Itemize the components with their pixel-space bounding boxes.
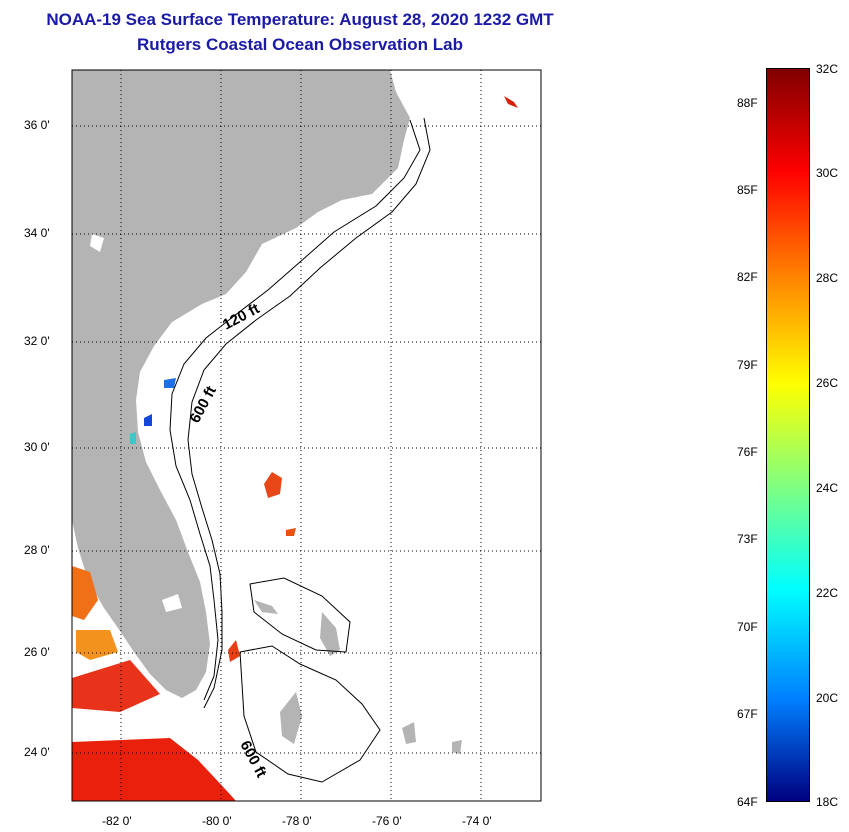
isobath-bahamas [239,645,381,783]
lat-label-26: 26 0' [24,645,50,659]
colorbar-f-67: 67F [737,707,758,721]
isobath-600ft [187,117,431,709]
land-mainland [72,70,410,698]
colorbar-c-32: 32C [816,62,839,76]
lon-label-78: -78 0' [282,814,312,828]
colorbar-c-24: 24C [816,481,839,495]
lon-label-82: -82 0' [102,814,132,828]
sst-patch-cool-3 [130,432,136,444]
colorbar-c-26: 26C [816,376,839,390]
colorbar-f-70: 70F [737,620,758,634]
colorbar-f-64: 64F [737,795,758,809]
land-bahamas-andros [280,692,302,744]
colorbar-c-20: 20C [816,691,839,705]
map-subtitle: Rutgers Coastal Ocean Observation Lab [137,35,463,54]
sst-patch-atlantic-1 [264,472,282,498]
lat-label-36: 36 0' [24,118,50,132]
land-bahamas-abaco [320,612,340,656]
isobath-label-120ft: 120 ft [220,300,263,333]
sst-patch-gulf-west [76,630,118,660]
sst-patch-atlantic-3 [286,528,296,536]
colorbar [766,68,810,802]
lat-label-30: 30 0' [24,440,50,454]
lon-label-76: -76 0' [372,814,402,828]
colorbar-c-30: 30C [816,166,839,180]
isobath-bahamas-north [249,577,351,653]
colorbar-f-82: 82F [737,270,758,284]
sst-patch-gulf-north [72,566,98,620]
sst-patch-gulf-mid [72,660,160,712]
cloud-hole-2 [90,234,104,252]
land-bahamas-grand [254,600,278,614]
colorbar-c-22: 22C [816,586,839,600]
isobath-label-600ft-bahamas: 600 ft [236,738,269,781]
map-frame [71,69,542,802]
colorbar-f-73: 73F [737,532,758,546]
colorbar-f-85: 85F [737,183,758,197]
sst-patch-gulf-south [72,738,236,801]
colorbar-f-88: 88F [737,96,758,110]
lat-label-34: 34 0' [24,226,50,240]
sst-patch-north [504,96,518,108]
sst-patch-cool-2 [144,414,152,426]
colorbar-c-28: 28C [816,271,839,285]
land-bahamas-eleuthera [402,722,416,744]
lat-label-32: 32 0' [24,334,50,348]
sst-patch-cool-1 [164,378,176,388]
lon-label-74: -74 0' [462,814,492,828]
colorbar-c-18: 18C [816,795,839,809]
sst-patch-atlantic-2 [228,640,240,662]
land-bahamas-cat [452,740,462,754]
lat-label-24: 24 0' [24,745,50,759]
colorbar-f-76: 76F [737,445,758,459]
isobath-120ft [169,119,421,701]
map-title: NOAA-19 Sea Surface Temperature: August … [46,10,554,29]
lat-label-28: 28 0' [24,543,50,557]
lon-label-80: -80 0' [202,814,232,828]
cloud-hole-1 [162,594,182,612]
colorbar-f-79: 79F [737,358,758,372]
